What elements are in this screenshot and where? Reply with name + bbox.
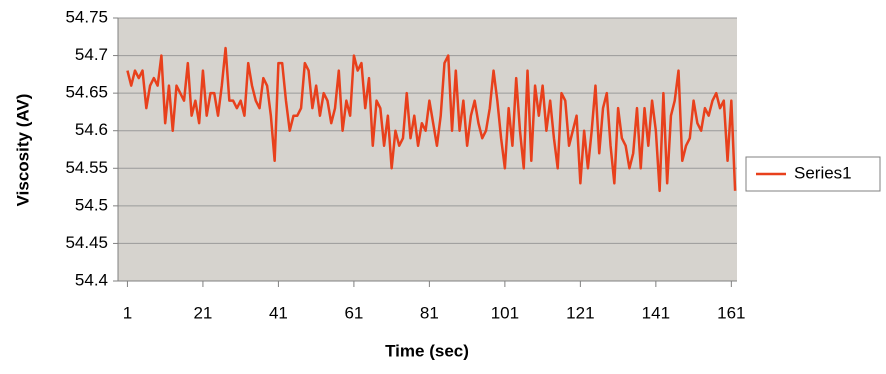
y-tick-label: 54.55: [65, 158, 108, 177]
x-tick-label: 101: [491, 303, 519, 322]
y-tick-label: 54.65: [65, 83, 108, 102]
y-tick-label: 54.75: [65, 7, 108, 26]
x-tick-label: 61: [344, 303, 363, 322]
y-tick-label: 54.4: [75, 270, 108, 289]
y-tick-label: 54.5: [75, 195, 108, 214]
x-tick-label: 81: [420, 303, 439, 322]
y-tick-label: 54.45: [65, 233, 108, 252]
x-tick-label: 141: [642, 303, 670, 322]
x-tick-label: 1: [123, 303, 132, 322]
y-axis-title: Viscosity (AV): [13, 94, 32, 207]
legend-label: Series1: [794, 163, 852, 182]
plot-area: [118, 18, 737, 281]
y-tick-label: 54.6: [75, 120, 108, 139]
x-axis-title: Time (sec): [385, 341, 469, 360]
x-tick-label: 21: [193, 303, 212, 322]
y-tick-label: 54.7: [75, 45, 108, 64]
series-line: [126, 46, 737, 193]
x-tick-label: 161: [717, 303, 745, 322]
x-tick-label: 121: [566, 303, 594, 322]
x-tick-label: 41: [269, 303, 288, 322]
